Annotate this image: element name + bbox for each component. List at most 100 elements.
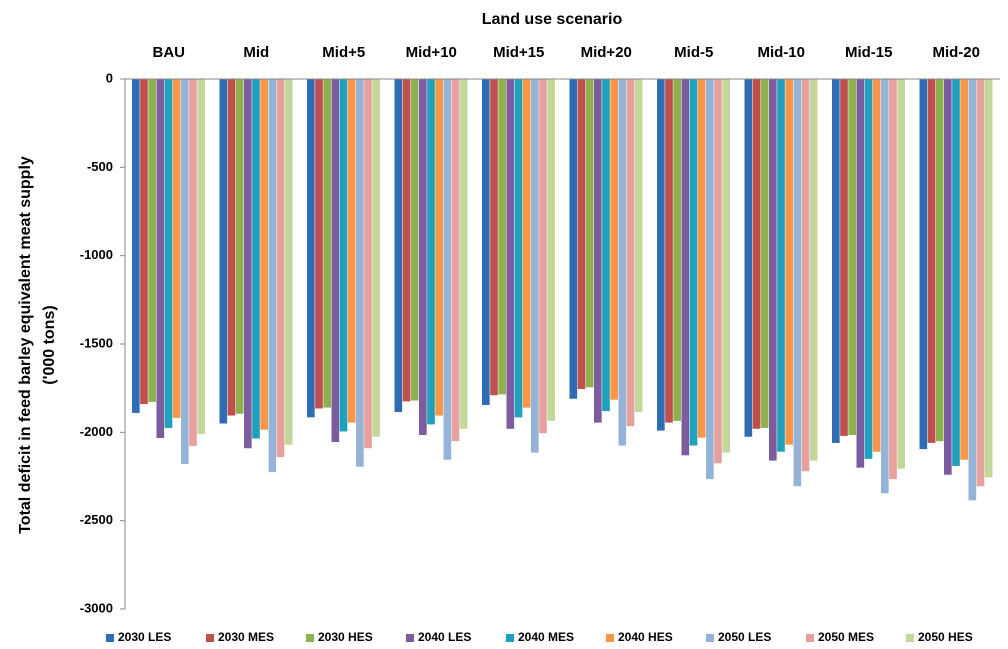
y-tick-label: -500 (87, 159, 113, 174)
legend-swatch (206, 634, 214, 642)
legend-swatch (706, 634, 714, 642)
bar (219, 79, 228, 424)
bar (673, 79, 681, 421)
bar (856, 79, 865, 468)
x-tick-label: Mid-5 (674, 44, 713, 61)
legend-swatch (306, 634, 314, 642)
bar (689, 79, 698, 446)
bar (919, 79, 928, 450)
bar (793, 79, 802, 487)
bar (227, 79, 236, 416)
legend-swatch (406, 634, 414, 642)
bar (339, 79, 348, 432)
bar (594, 79, 602, 423)
bar (410, 79, 419, 401)
bar (944, 79, 952, 475)
legend-label: 2030 LES (118, 630, 171, 644)
bar (569, 79, 578, 399)
bar (832, 79, 840, 443)
bar (132, 79, 140, 413)
bar (323, 79, 331, 408)
bar (347, 79, 356, 423)
bar (714, 79, 722, 464)
bar (140, 79, 148, 405)
bar (657, 79, 665, 431)
bar (522, 79, 531, 408)
bar (459, 79, 468, 429)
x-tick-label: Mid+20 (581, 44, 632, 61)
bar (634, 79, 643, 413)
bar (935, 79, 944, 442)
bar (976, 79, 985, 487)
bar (722, 79, 730, 453)
x-tick-label: Mid+10 (406, 44, 457, 61)
bar (760, 79, 769, 428)
bar (260, 79, 268, 430)
bar (451, 79, 460, 442)
bar (665, 79, 673, 423)
bar (809, 79, 818, 461)
legend-label: 2040 LES (418, 630, 471, 644)
bar (889, 79, 897, 480)
bar (968, 79, 977, 501)
bar (848, 79, 856, 435)
y-tick-label: -1500 (80, 335, 113, 350)
bar (276, 79, 285, 458)
legend-label: 2030 MES (218, 630, 274, 644)
bar (356, 79, 364, 467)
bar (181, 79, 189, 464)
bar (752, 79, 761, 429)
bar (872, 79, 881, 452)
legend-swatch (506, 634, 514, 642)
bar (626, 79, 635, 427)
x-tick-label: Mid-15 (845, 44, 893, 61)
bar (531, 79, 539, 453)
bar (235, 79, 244, 414)
y-tick-label: -3000 (80, 600, 113, 615)
bar (577, 79, 586, 390)
bar (315, 79, 323, 409)
bar (189, 79, 197, 446)
y-tick-label: -2000 (80, 424, 113, 439)
bar (402, 79, 411, 402)
bar (610, 79, 618, 400)
bar (706, 79, 714, 480)
x-tick-label: BAU (153, 44, 186, 61)
bar (427, 79, 435, 425)
legend-label: 2040 MES (518, 630, 574, 644)
bar (777, 79, 785, 452)
bar (602, 79, 610, 412)
y-tick-label: -2500 (80, 512, 113, 527)
bar (927, 79, 936, 443)
bar (156, 79, 165, 438)
bar (331, 79, 340, 443)
bar (419, 79, 427, 435)
x-tick-label: Mid (243, 44, 269, 61)
bar (482, 79, 490, 405)
bar (435, 79, 443, 416)
bar (268, 79, 277, 473)
bar (490, 79, 498, 396)
legend-swatch (106, 634, 114, 642)
bar (514, 79, 523, 418)
y-tick-label: -1000 (80, 247, 113, 262)
bar (960, 79, 968, 460)
bar (547, 79, 555, 421)
bar (840, 79, 848, 436)
legend-swatch (606, 634, 614, 642)
bar (284, 79, 293, 445)
x-tick-label: Mid-10 (757, 44, 805, 61)
legend-swatch (906, 634, 914, 642)
bar (164, 79, 173, 428)
bar (498, 79, 506, 395)
bar (984, 79, 993, 478)
bar (197, 79, 205, 434)
bar (364, 79, 372, 449)
legend-label: 2050 LES (718, 630, 771, 644)
legend-label: 2050 HES (918, 630, 973, 644)
bar (372, 79, 380, 437)
bar (801, 79, 810, 472)
bar (394, 79, 403, 413)
bar (172, 79, 181, 418)
